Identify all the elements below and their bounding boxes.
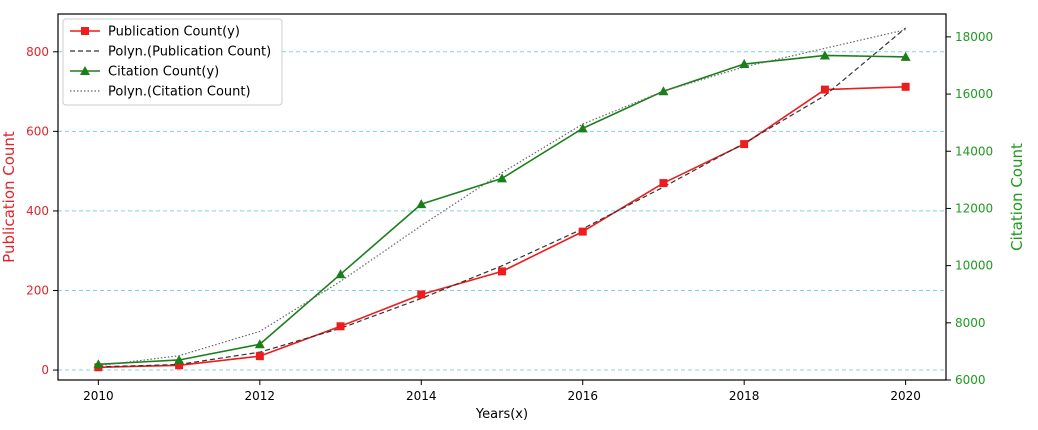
- legend-label: Polyn.(Publication Count): [108, 45, 271, 60]
- series-2-point: [819, 50, 830, 60]
- left-tick-label: 200: [26, 283, 49, 297]
- series-0-point: [901, 82, 910, 91]
- series-0-point: [175, 361, 184, 370]
- x-tick-label: 2014: [406, 389, 437, 403]
- series-0-point: [659, 179, 668, 188]
- legend-box: [62, 18, 283, 106]
- series-0-point: [255, 352, 264, 361]
- series-markers: [93, 50, 911, 372]
- left-axis-ticks: 0 200 400 600 800: [26, 45, 58, 377]
- right-tick-label: 14000: [955, 144, 993, 158]
- legend-label: Citation Count(y): [108, 65, 219, 80]
- series-2-point: [335, 269, 346, 279]
- left-tick-label: 400: [26, 204, 49, 218]
- left-axis-label: Publication Count: [0, 131, 18, 263]
- right-tick-label: 18000: [955, 30, 993, 44]
- series-2-point: [93, 359, 104, 369]
- right-tick-label: 8000: [955, 316, 986, 330]
- series-line-1: [98, 27, 907, 368]
- legend-marker: [81, 27, 89, 35]
- x-tick-label: 2012: [245, 389, 276, 403]
- series-0-point: [740, 140, 749, 149]
- series-0-point: [820, 85, 829, 94]
- series-line-3: [98, 29, 906, 367]
- x-tick-label: 2018: [729, 389, 760, 403]
- left-tick-label: 800: [26, 45, 49, 59]
- series-0-point: [417, 290, 426, 299]
- grid-lines: [58, 51, 946, 371]
- legend-marker: [80, 66, 90, 75]
- legend-label: Publication Count(y): [108, 25, 240, 40]
- x-tick-label: 2020: [890, 389, 921, 403]
- series-0-point: [578, 227, 587, 236]
- legend-label: Polyn.(Citation Count): [108, 85, 251, 100]
- series-2-point: [497, 173, 507, 183]
- right-tick-label: 12000: [955, 201, 993, 215]
- left-tick-label: 0: [41, 363, 49, 377]
- series-0-point: [336, 322, 345, 331]
- x-tick-label: 2010: [83, 389, 114, 403]
- right-tick-label: 10000: [955, 259, 993, 273]
- x-tick-label: 2016: [567, 389, 598, 403]
- right-tick-label: 6000: [955, 373, 986, 387]
- right-axis-label: Citation Count: [1008, 143, 1026, 251]
- series-2-point: [416, 199, 427, 209]
- series-2-point: [174, 354, 185, 364]
- legend: Publication Count(y) Polyn.(Publication C…: [62, 18, 283, 106]
- series-2-point: [254, 339, 265, 349]
- series-2-point: [900, 51, 911, 61]
- x-axis-ticks: 2010 2012 2014 2016 2018 2020: [83, 380, 921, 403]
- series-line-0: [98, 86, 906, 369]
- right-tick-label: 16000: [955, 87, 993, 101]
- series-2-point: [739, 59, 750, 69]
- series-0-point: [498, 267, 506, 276]
- series-2-point: [577, 123, 588, 133]
- right-axis-ticks: 6000 8000 10000 12000 14000 16000 18000: [946, 30, 993, 387]
- left-tick-label: 600: [26, 124, 49, 138]
- plot-frame: [57, 13, 947, 381]
- series-2-point: [658, 86, 669, 96]
- x-axis-label: Years(x): [475, 407, 528, 422]
